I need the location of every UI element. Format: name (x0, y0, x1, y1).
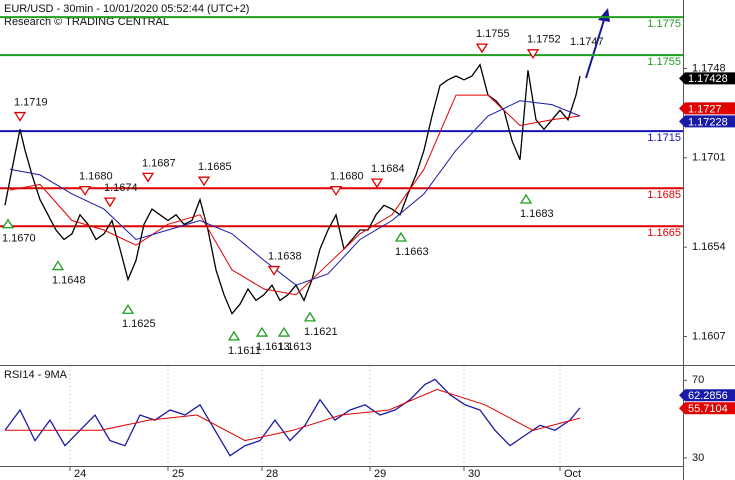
y-tick-label: 1.1607 (692, 330, 726, 342)
pivot-low-marker (121, 304, 135, 314)
pivot-label: 1.1621 (304, 326, 338, 338)
x-tick-label: 24 (74, 468, 86, 480)
pivot-label: 1.1613 (278, 341, 312, 353)
pivot-low-marker (255, 326, 269, 337)
pivot-high-marker (370, 178, 384, 189)
value-box-label: 62.2856 (688, 390, 728, 402)
y-tick-label: 1.1701 (692, 152, 726, 164)
arrow-head (598, 8, 610, 22)
value-box (679, 389, 735, 402)
plot-layer: EUR/USD - 30min - 10/01/2020 05:52:44 (U… (0, 3, 735, 480)
pivot-label: 1.1625 (122, 318, 156, 330)
value-box (679, 72, 735, 85)
pivot-low-marker (51, 260, 65, 271)
value-box (679, 102, 735, 115)
arrow-shaft (585, 19, 605, 79)
x-tick-label: 29 (374, 468, 386, 480)
pivot-low-marker (519, 193, 533, 204)
pivot-label: 1.1685 (198, 161, 232, 173)
y-tick-label: 1.1654 (692, 241, 726, 253)
level-label: 1.1775 (647, 18, 681, 30)
pivot-low-marker (277, 326, 291, 337)
level-label: 1.1685 (647, 189, 681, 201)
pivot-low-marker (1, 218, 15, 229)
value-box (679, 115, 735, 128)
y-tick-label: 30 (692, 452, 704, 464)
pivot-label: 1.1687 (142, 157, 176, 169)
chart-title: EUR/USD - 30min - 10/01/2020 05:52:44 (U… (4, 3, 249, 15)
pivot-label: 1.1663 (395, 246, 429, 258)
level-label: 1.1755 (647, 56, 681, 68)
chart-title: RSI14 - 9MA (4, 369, 68, 381)
pivot-low-marker (227, 330, 241, 341)
pivot-high-marker (141, 172, 155, 183)
series-line (4, 63, 581, 315)
level-label: 1.1715 (647, 132, 681, 144)
pivot-high-marker (267, 265, 281, 276)
pivot-high-marker (526, 49, 540, 60)
y-tick-label: 1.1748 (692, 62, 726, 74)
x-tick-label: 25 (172, 468, 184, 480)
pivot-label: 1.1648 (52, 274, 86, 286)
pivot-label: 1.1752 (527, 34, 561, 46)
pivot-label: 1.1674 (104, 182, 138, 194)
level-label: 1.1665 (647, 227, 681, 239)
series-line (5, 388, 581, 442)
pivot-high-marker (78, 186, 92, 196)
chart-subtitle: Research © TRADING CENTRAL (4, 16, 169, 28)
pivot-label: 1.1638 (268, 250, 302, 262)
pivot-label: 1.1747 (570, 36, 604, 48)
series-line (9, 94, 581, 296)
value-box-label: 1.17428 (688, 73, 728, 85)
pivot-label: 1.1719 (14, 96, 48, 108)
pivot-high-marker (103, 197, 117, 208)
pivot-label: 1.1683 (520, 208, 554, 220)
y-tick-label: 70 (692, 374, 704, 386)
pivot-high-marker (197, 176, 211, 187)
pivot-label: 1.1611 (228, 345, 261, 357)
series-line (4, 378, 581, 457)
value-box-label: 1.17228 (688, 116, 728, 128)
x-tick-label: 28 (266, 468, 278, 480)
pivot-low-marker (303, 311, 317, 322)
pivot-label: 1.1680 (330, 171, 364, 183)
pivot-low-marker (394, 231, 408, 242)
projection-arrow (585, 8, 610, 79)
pivot-label: 1.1670 (2, 233, 36, 245)
pivot-label: 1.1684 (371, 163, 405, 175)
value-box (679, 402, 735, 415)
x-tick-label: Oct (564, 468, 581, 480)
pivot-label: 1.1755 (476, 28, 510, 40)
value-box-label: 1.1727 (688, 103, 722, 115)
pivot-high-marker (475, 43, 489, 54)
value-box-label: 55.7104 (688, 403, 728, 415)
pivot-label: 1.1680 (79, 171, 113, 183)
pivot-high-marker (329, 186, 343, 196)
series-line (9, 100, 581, 286)
pivot-high-marker (13, 111, 27, 122)
pivot-label: 1.1613 (256, 341, 290, 353)
x-tick-label: 30 (468, 468, 480, 480)
